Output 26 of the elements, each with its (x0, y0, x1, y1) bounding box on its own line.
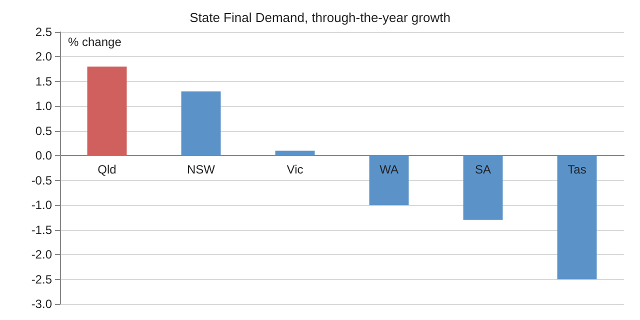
y-tick-label: 0.5 (35, 124, 52, 138)
chart-title: State Final Demand, through-the-year growth (190, 10, 450, 25)
bar (275, 150, 315, 156)
y-tick-label: -0.5 (31, 173, 52, 188)
bar (181, 91, 221, 156)
y-tick-label: -1.5 (31, 222, 52, 237)
y-tick-label: 0.0 (35, 148, 52, 163)
y-tick-label: 1.5 (35, 74, 52, 88)
x-tick-label: SA (474, 162, 492, 177)
y-axis-title: % change (68, 35, 122, 49)
y-tick-label: 2.5 (35, 25, 52, 39)
y-tick-label: -2.0 (31, 248, 52, 262)
bar (369, 156, 409, 206)
x-tick-label: NSW (187, 162, 216, 177)
y-tick-label: -1.0 (31, 198, 52, 212)
bar (87, 66, 127, 156)
x-tick-label: Qld (98, 162, 116, 177)
bar (557, 156, 597, 280)
x-tick-label: WA (380, 162, 398, 177)
y-tick-label: 1.0 (35, 99, 52, 114)
y-tick-label: -2.5 (31, 272, 52, 286)
x-tick-label: Vic (286, 162, 304, 177)
y-tick-label: 2.0 (35, 50, 52, 64)
x-tick-label: Tas (568, 162, 586, 177)
y-tick-label: -3.0 (31, 297, 52, 311)
bar (463, 156, 503, 220)
